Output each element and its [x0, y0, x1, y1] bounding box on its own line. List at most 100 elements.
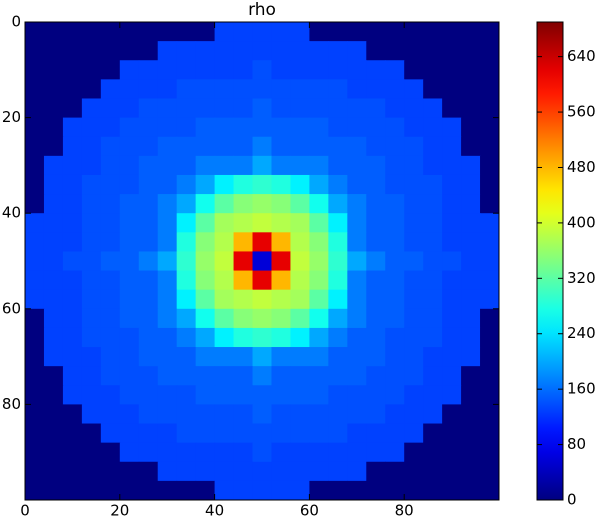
heatmap-cell: [233, 41, 254, 61]
heatmap-cell: [119, 289, 140, 310]
heatmap-cell: [271, 155, 291, 176]
heatmap-cell: [423, 98, 443, 119]
heatmap-cell: [25, 41, 45, 61]
heatmap-cell: [119, 347, 140, 367]
heatmap-cell: [43, 60, 64, 80]
heatmap-cell: [442, 461, 462, 482]
heatmap-cell: [290, 136, 310, 157]
heatmap-cell: [176, 136, 197, 157]
heatmap-cell: [119, 60, 140, 80]
heatmap-cell: [309, 117, 329, 138]
heatmap-cell: [157, 232, 178, 252]
heatmap-cell: [43, 136, 64, 157]
heatmap-cell: [347, 423, 367, 444]
heatmap-cell: [480, 327, 500, 348]
heatmap-cell: [423, 22, 443, 42]
heatmap-cell: [43, 41, 64, 61]
heatmap-cell: [347, 480, 367, 501]
heatmap-cell: [62, 366, 83, 386]
heatmap-cell: [25, 79, 45, 99]
heatmap-cell: [138, 41, 159, 61]
heatmap-cell: [214, 327, 235, 348]
heatmap-cell: [461, 270, 481, 291]
heatmap-cell: [385, 347, 405, 367]
heatmap-cell: [81, 442, 102, 463]
heatmap-cell: [157, 480, 178, 501]
heatmap-cell: [119, 461, 140, 482]
heatmap-cell: [25, 385, 45, 405]
heatmap-cell: [366, 480, 386, 501]
heatmap-cell: [157, 366, 178, 386]
heatmap-cell: [119, 366, 140, 386]
heatmap-cell: [442, 155, 462, 176]
heatmap-cell: [442, 41, 462, 61]
heatmap-cell: [233, 251, 254, 272]
heatmap-cell: [385, 385, 405, 405]
heatmap-cell: [81, 289, 102, 310]
heatmap-cell: [252, 117, 272, 138]
heatmap-cell: [233, 79, 254, 99]
heatmap-cell: [252, 366, 272, 386]
heatmap-cell: [157, 98, 178, 119]
heatmap-cell: [252, 22, 272, 42]
heatmap-cell: [233, 480, 254, 501]
heatmap-cell: [309, 79, 329, 99]
heatmap-cell: [423, 385, 443, 405]
heatmap-cell: [214, 461, 235, 482]
heatmap-cell: [347, 289, 367, 310]
heatmap-cell: [385, 79, 405, 99]
heatmap-cell: [404, 136, 424, 157]
heatmap-cell: [461, 98, 481, 119]
heatmap-cell: [404, 98, 424, 119]
heatmap-cell: [271, 41, 291, 61]
heatmap-cell: [385, 117, 405, 138]
heatmap-cell: [176, 174, 197, 195]
heatmap-cell: [442, 136, 462, 157]
y-tick-label: 80: [2, 395, 21, 413]
heatmap-cell: [442, 327, 462, 348]
heatmap-cell: [138, 136, 159, 157]
heatmap-cell: [119, 480, 140, 501]
heatmap-cell: [81, 232, 102, 252]
heatmap-cell: [214, 155, 235, 176]
heatmap-cell: [347, 461, 367, 482]
heatmap-cell: [252, 289, 272, 310]
heatmap-cell: [81, 22, 102, 42]
heatmap-cell: [214, 480, 235, 501]
heatmap-cell: [328, 136, 348, 157]
heatmap-cell: [290, 385, 310, 405]
heatmap-cell: [43, 270, 64, 291]
heatmap-cell: [157, 423, 178, 444]
heatmap-cell: [385, 327, 405, 348]
heatmap-cell: [176, 404, 197, 425]
heatmap-cell: [195, 136, 216, 157]
heatmap-cell: [404, 22, 424, 42]
heatmap-cell: [100, 327, 121, 348]
heatmap-cell: [290, 98, 310, 119]
heatmap-cell: [195, 404, 216, 425]
heatmap-cell: [43, 366, 64, 386]
heatmap-cell: [119, 41, 140, 61]
heatmap-cell: [385, 404, 405, 425]
heatmap-cell: [157, 289, 178, 310]
heatmap-cell: [62, 155, 83, 176]
heatmap-cell: [100, 480, 121, 501]
heatmap-cell: [271, 366, 291, 386]
heatmap-cell: [214, 366, 235, 386]
heatmap-cell: [252, 136, 272, 157]
heatmap-cell: [290, 194, 310, 214]
heatmap-cell: [290, 251, 310, 272]
heatmap-cell: [176, 385, 197, 405]
heatmap-cell: [385, 98, 405, 119]
heatmap-cell: [423, 232, 443, 252]
heatmap-cell: [138, 404, 159, 425]
heatmap-cell: [271, 174, 291, 195]
heatmap-cell: [233, 194, 254, 214]
heatmap-cell: [404, 213, 424, 233]
heatmap-cell: [309, 289, 329, 310]
heatmap-cell: [385, 41, 405, 61]
heatmap-cell: [252, 79, 272, 99]
heatmap-cell: [461, 480, 481, 501]
heatmap-cell: [119, 79, 140, 99]
heatmap-cell: [309, 213, 329, 233]
